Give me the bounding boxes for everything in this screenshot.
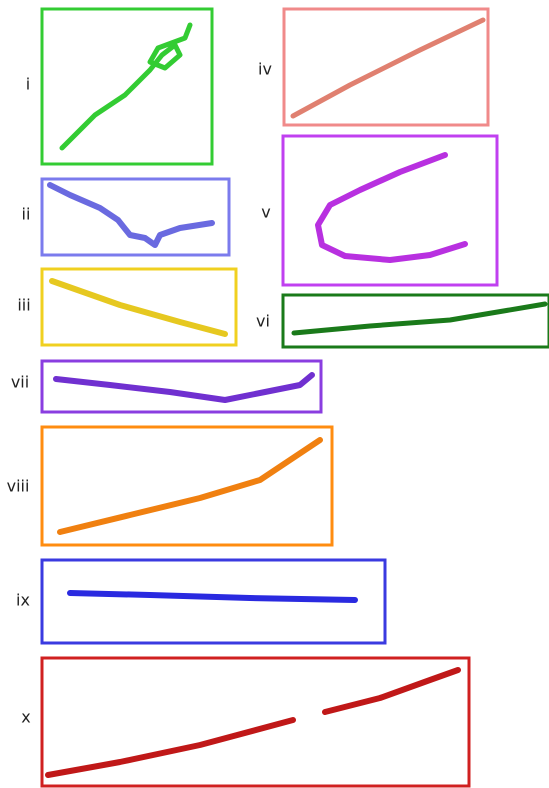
panel-label: ii [22, 205, 31, 224]
panel-label: ix [16, 591, 30, 610]
panel-frame [42, 179, 229, 255]
panel-label: vii [11, 373, 29, 392]
panel-label: vi [256, 312, 270, 331]
panel-frame [42, 269, 236, 345]
structure [293, 20, 483, 116]
structure [52, 281, 225, 334]
structure [318, 155, 465, 260]
panel-label: i [26, 75, 30, 94]
panel-label: viii [7, 477, 30, 496]
panel-label: iii [17, 296, 30, 315]
structure [50, 185, 212, 245]
panel-label: x [21, 708, 30, 727]
structure [70, 593, 355, 600]
structure [48, 720, 293, 775]
panel-label: v [261, 203, 270, 222]
panel-label: iv [258, 60, 272, 79]
structure [62, 25, 190, 148]
figure: i ii iii iv v vi vii viii ix x [0, 0, 549, 788]
structure [60, 440, 320, 532]
structure [325, 670, 458, 712]
structure [56, 375, 312, 400]
structure [294, 304, 545, 333]
